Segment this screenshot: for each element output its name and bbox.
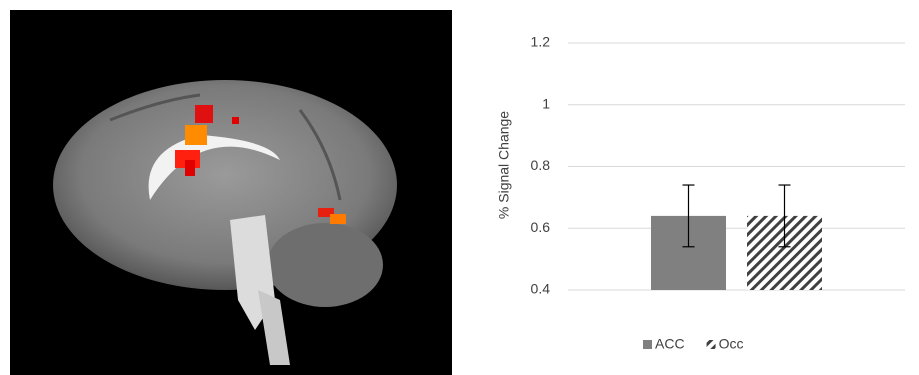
- legend-label: ACC: [655, 336, 685, 352]
- y-axis-label: % Signal Change: [496, 111, 512, 219]
- brain-image: [10, 10, 452, 375]
- legend-label: Occ: [719, 336, 744, 352]
- y-tick-label: 0.8: [531, 157, 551, 173]
- legend-swatch: [706, 340, 716, 349]
- legend-swatch: [643, 340, 652, 349]
- y-tick-label: 0.6: [531, 219, 551, 235]
- y-tick-label: 1: [542, 95, 550, 111]
- y-tick-label: 1.2: [531, 34, 551, 50]
- y-tick-label: 0.4: [531, 281, 551, 297]
